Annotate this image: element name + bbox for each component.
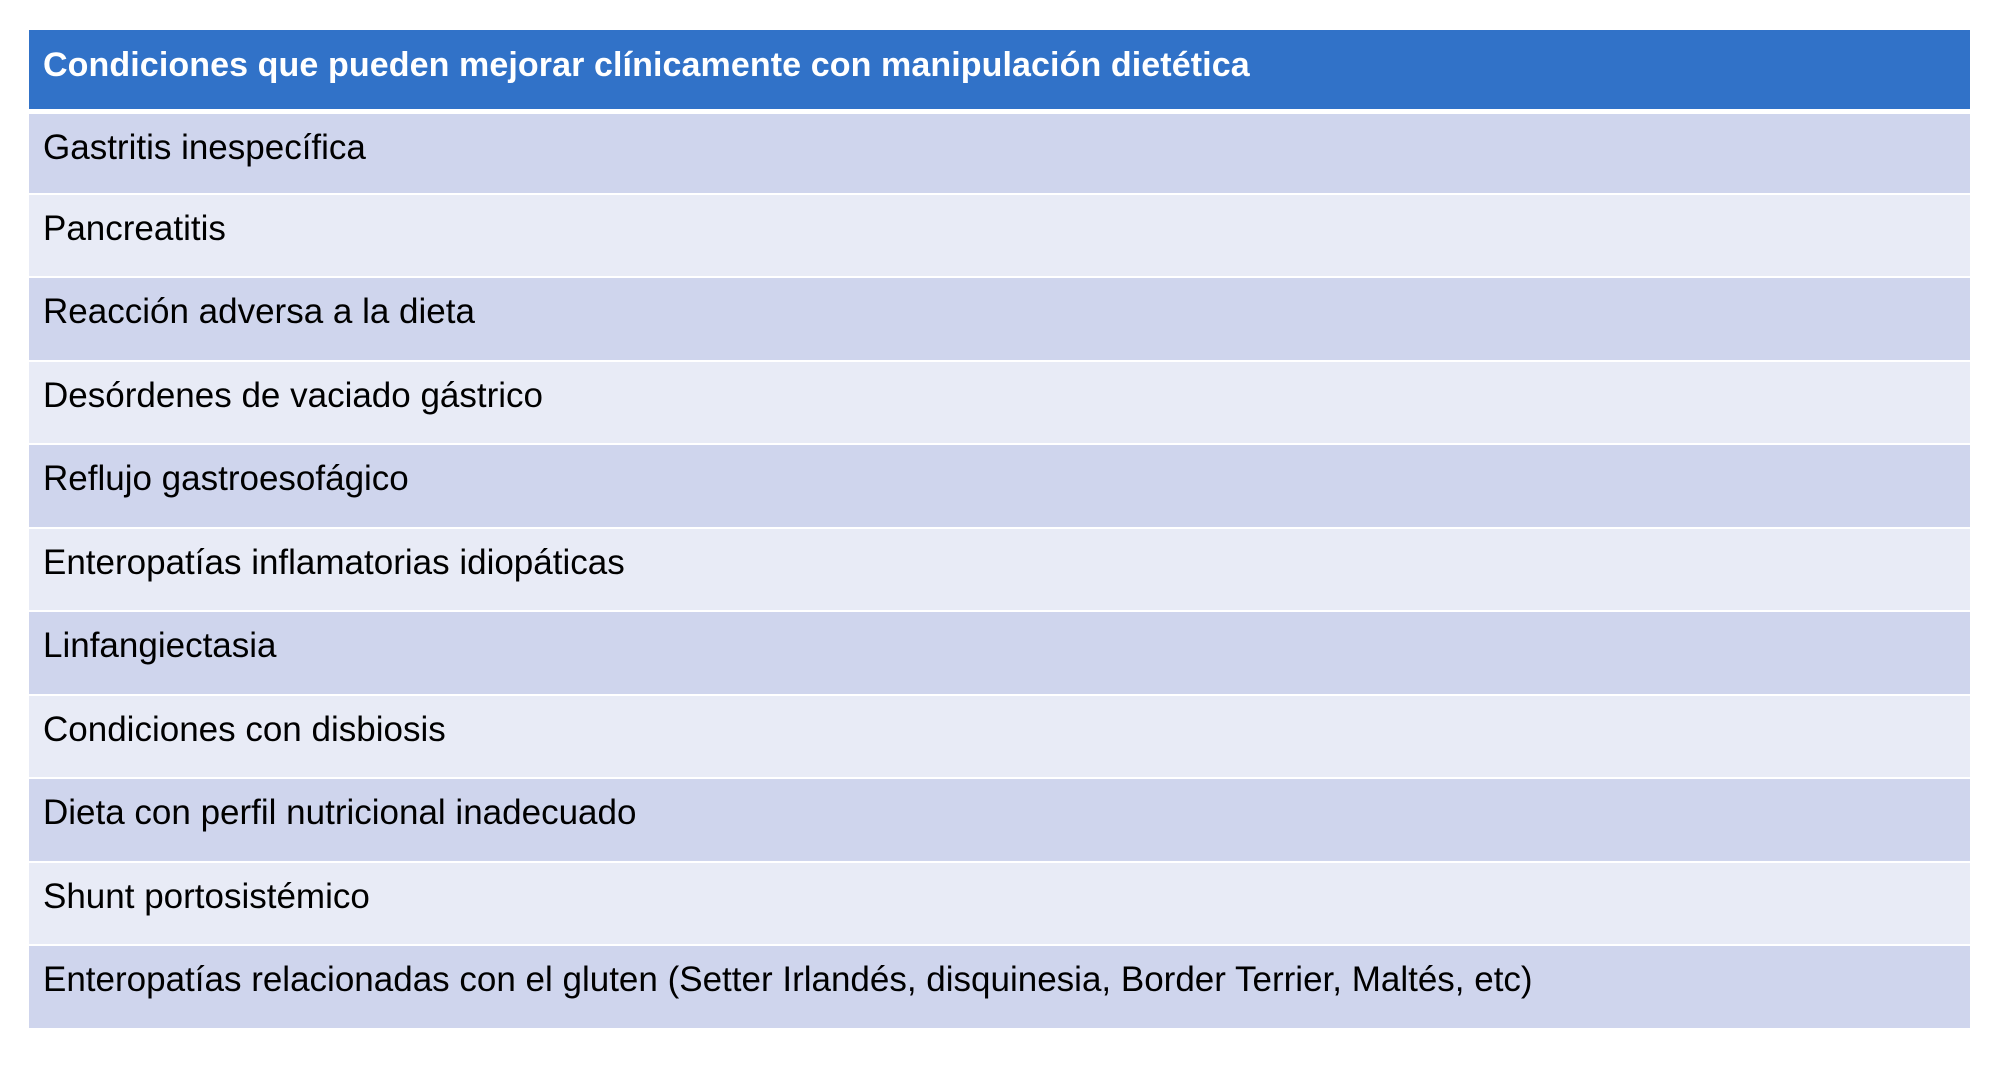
table-row: Dieta con perfil nutricional inadecuado [29, 777, 1970, 861]
table-row: Shunt portosistémico [29, 860, 1970, 944]
table-cell: Condiciones con disbiosis [43, 709, 446, 749]
table-row: Linfangiectasia [29, 610, 1970, 694]
table-row: Desórdenes de vaciado gástrico [29, 359, 1970, 443]
table-cell: Dieta con perfil nutricional inadecuado [43, 793, 637, 832]
table-row: Pancreatitis [29, 192, 1970, 276]
table-header: Condiciones que pueden mejorar clínicame… [29, 30, 1970, 109]
table-cell: Enteropatías relacionadas con el gluten … [43, 960, 1533, 999]
table-cell: Linfangiectasia [43, 626, 277, 665]
conditions-table: Condiciones que pueden mejorar clínicame… [29, 30, 1970, 1028]
table-cell: Gastritis inespecífica [43, 128, 366, 167]
table-cell: Reacción adversa a la dieta [43, 292, 475, 331]
table-row: Condiciones con disbiosis [29, 693, 1970, 777]
table-cell: Pancreatitis [43, 208, 226, 248]
table-row: Enteropatías relacionadas con el gluten … [29, 944, 1970, 1028]
table-body: Gastritis inespecífica Pancreatitis Reac… [29, 109, 1970, 1028]
table-row: Reacción adversa a la dieta [29, 276, 1970, 360]
table-header-label: Condiciones que pueden mejorar clínicame… [43, 46, 1250, 84]
table-row: Gastritis inespecífica [29, 109, 1970, 193]
table-cell: Desórdenes de vaciado gástrico [43, 375, 544, 415]
table-cell: Reflujo gastroesofágico [43, 459, 409, 498]
table-row: Reflujo gastroesofágico [29, 443, 1970, 527]
table-cell: Shunt portosistémico [43, 876, 370, 916]
table-row: Enteropatías inflamatorias idiopáticas [29, 526, 1970, 610]
table-cell: Enteropatías inflamatorias idiopáticas [43, 542, 625, 582]
